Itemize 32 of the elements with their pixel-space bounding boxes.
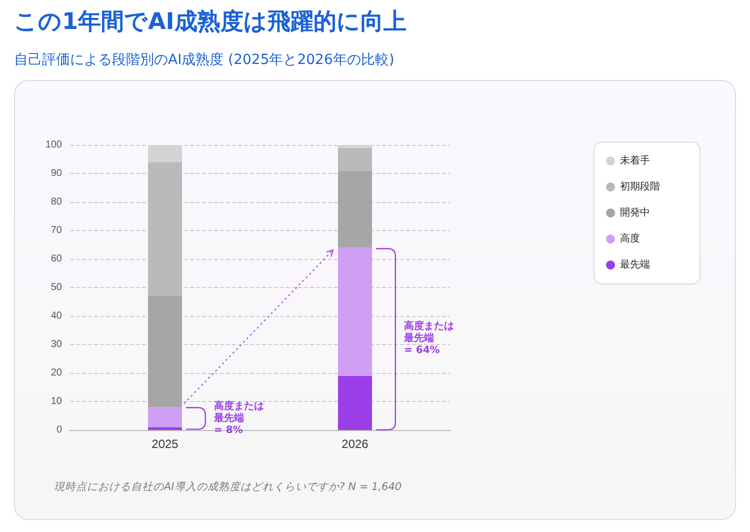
y-tick-label: 70 [50,225,62,236]
x-tick-label: 2026 [342,437,369,451]
chart-subtitle: 自己評価による段階別のAI成熟度 (2025年と2026年の比較) [14,51,394,69]
bar [338,148,372,171]
bar [338,170,372,248]
y-tick-label: 20 [50,368,62,378]
y-tick-label: 80 [50,196,62,208]
y-tick-label: 60 [50,254,62,264]
bar [148,296,182,408]
x-tick-label: 2025 [152,437,179,451]
annotation: 高度または最先端 = 8% [214,400,265,437]
text: 現時点における自社のAI導入の成熟度はどれくらいですか? N = 1,640 [54,480,402,494]
y-tick-label: 40 [50,310,62,322]
y-tick-label: 30 [50,339,62,350]
bar [338,248,372,376]
bar [338,376,372,430]
y-tick-label: 0 [56,424,62,436]
bar [148,407,182,428]
legend-label: 高度 [620,232,640,244]
legend-label: 未着手 [620,154,650,166]
legend-label: 最先端 [620,258,650,270]
chart-title: この1年間でAI成熟度は飛躍的に向上 [14,8,406,37]
y-tick-label: 90 [50,168,62,179]
annotation: 高度または最先端 = 64% [404,320,455,357]
y-tick-label: 100 [45,140,62,150]
bar [148,162,182,296]
bar [148,427,182,430]
legend-label: 初期段階 [620,180,660,192]
y-tick-label: 10 [50,396,62,407]
y-tick-label: 50 [50,282,62,293]
bar [148,145,182,162]
legend-label: 開発中 [620,206,650,218]
